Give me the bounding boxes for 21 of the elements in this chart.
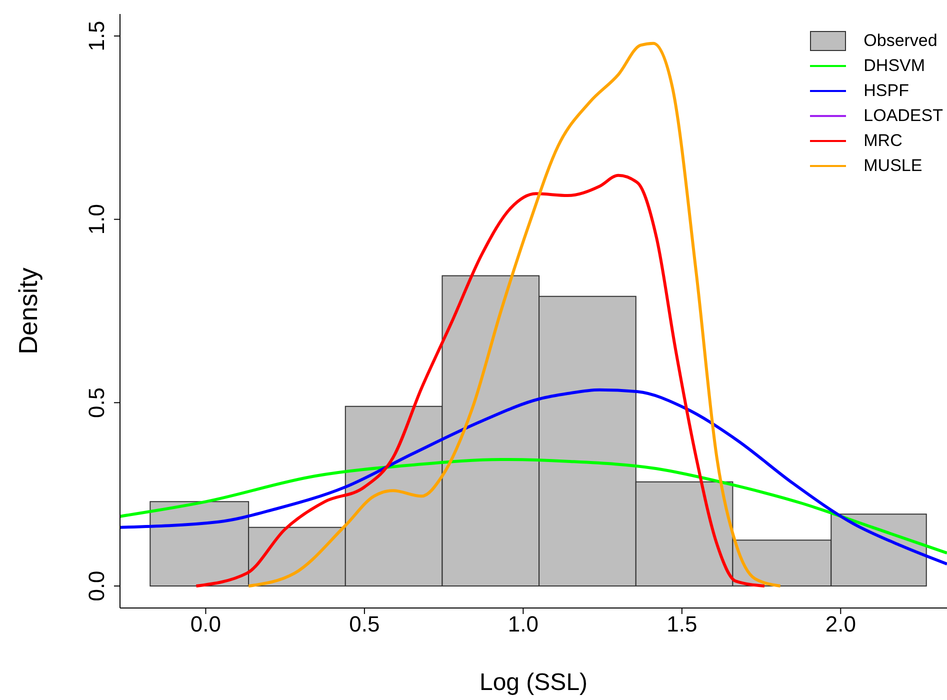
line-series [194, 174, 766, 588]
x-tick-label: 1.0 [508, 612, 538, 637]
x-tick-label: 0.5 [349, 612, 380, 637]
legend-label: LOADEST [864, 105, 943, 127]
line-series [120, 458, 947, 554]
legend-label: MUSLE [864, 155, 922, 177]
x-tick-label: 0.0 [190, 612, 222, 637]
x-tick-label: 1.5 [666, 612, 698, 637]
legend-label: HSPF [864, 80, 909, 102]
y-tick-label: 0.5 [84, 387, 109, 418]
y-tick-label: 1.5 [84, 20, 109, 52]
y-axis-title: Density [13, 268, 44, 354]
y-tick-label: 0.0 [84, 570, 109, 602]
y-tick-label: 1.0 [84, 204, 109, 235]
line-series [247, 42, 782, 588]
x-tick-label: 2.0 [825, 612, 856, 637]
line-series [120, 388, 947, 566]
legend-label: MRC [864, 130, 902, 152]
legend-label: DHSVM [864, 55, 926, 77]
legend-label: Observed [864, 30, 938, 52]
x-axis-title: Log (SSL) [479, 669, 588, 696]
